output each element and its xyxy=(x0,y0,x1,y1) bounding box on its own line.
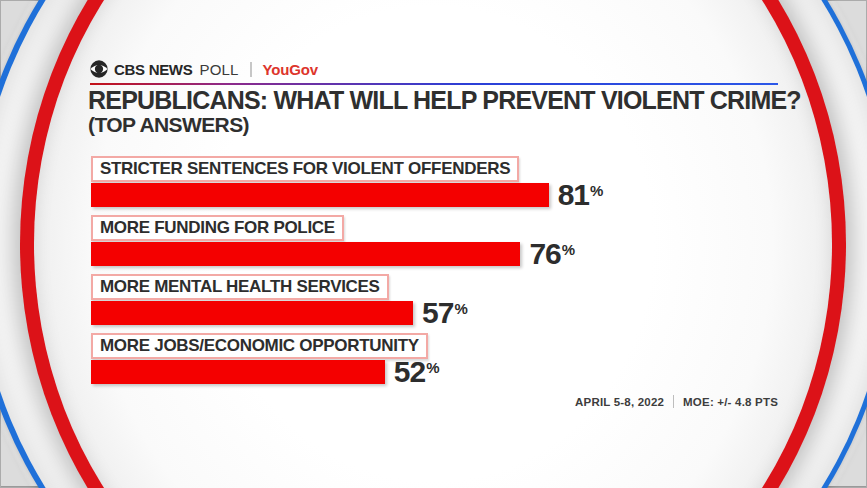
footer: APRIL 5-8, 2022 MOE: +/- 4.8 PTS xyxy=(0,395,778,408)
bar-chart: STRICTER SENTENCES FOR VIOLENT OFFENDERS… xyxy=(91,156,603,392)
bar-value: 57% xyxy=(422,296,468,330)
cbs-eye-logo xyxy=(90,60,108,78)
gradient-rule xyxy=(90,83,778,85)
bar-value: 81% xyxy=(558,178,604,212)
bar-line: 57% xyxy=(91,301,603,325)
chart-row: MORE FUNDING FOR POLICE 76% xyxy=(91,215,603,266)
brand-divider xyxy=(250,62,252,77)
footer-divider xyxy=(673,395,674,408)
bar-value: 76% xyxy=(529,237,575,271)
bar-label: MORE JOBS/ECONOMIC OPPORTUNITY xyxy=(100,336,419,355)
broadcast-graphic: CBS NEWS POLL YouGov REPUBLICANS: WHAT W… xyxy=(0,0,867,488)
bar-value-number: 52 xyxy=(394,355,425,388)
bar xyxy=(91,183,549,207)
bar-label-box: MORE FUNDING FOR POLICE xyxy=(91,215,344,241)
bar-line: 81% xyxy=(91,183,603,207)
bar xyxy=(91,242,520,266)
bar-line: 76% xyxy=(91,242,603,266)
bar xyxy=(91,301,413,325)
bar-line: 52% xyxy=(91,360,603,384)
bar-label: MORE MENTAL HEALTH SERVICES xyxy=(100,277,380,296)
bar-value-number: 57 xyxy=(422,296,453,329)
bar-label-box: MORE MENTAL HEALTH SERVICES xyxy=(91,274,389,300)
bar-label-box: MORE JOBS/ECONOMIC OPPORTUNITY xyxy=(91,333,428,359)
bar-value: 52% xyxy=(394,355,440,389)
bar-value-unit: % xyxy=(590,182,603,199)
yougov-wordmark: YouGov xyxy=(263,61,318,78)
poll-wordmark: POLL xyxy=(199,61,238,78)
bar-value-number: 76 xyxy=(529,237,560,270)
bar xyxy=(91,360,385,384)
chart-row: MORE JOBS/ECONOMIC OPPORTUNITY 52% xyxy=(91,333,603,384)
bar-label-box: STRICTER SENTENCES FOR VIOLENT OFFENDERS xyxy=(91,156,519,182)
bar-value-unit: % xyxy=(426,359,439,376)
margin-of-error: MOE: +/- 4.8 PTS xyxy=(683,396,778,408)
bar-label: STRICTER SENTENCES FOR VIOLENT OFFENDERS xyxy=(100,159,510,178)
brand-row: CBS NEWS POLL YouGov xyxy=(90,59,318,79)
bar-value-unit: % xyxy=(562,241,575,258)
bar-label: MORE FUNDING FOR POLICE xyxy=(100,218,335,237)
chart-row: STRICTER SENTENCES FOR VIOLENT OFFENDERS… xyxy=(91,156,603,207)
page-subtitle: (TOP ANSWERS) xyxy=(88,113,249,136)
bar-value-unit: % xyxy=(454,300,467,317)
page-title: REPUBLICANS: WHAT WILL HELP PREVENT VIOL… xyxy=(88,87,801,113)
poll-date: APRIL 5-8, 2022 xyxy=(575,396,664,408)
chart-row: MORE MENTAL HEALTH SERVICES 57% xyxy=(91,274,603,325)
cbs-news-wordmark: CBS NEWS xyxy=(114,61,192,78)
bar-value-number: 81 xyxy=(558,178,589,211)
